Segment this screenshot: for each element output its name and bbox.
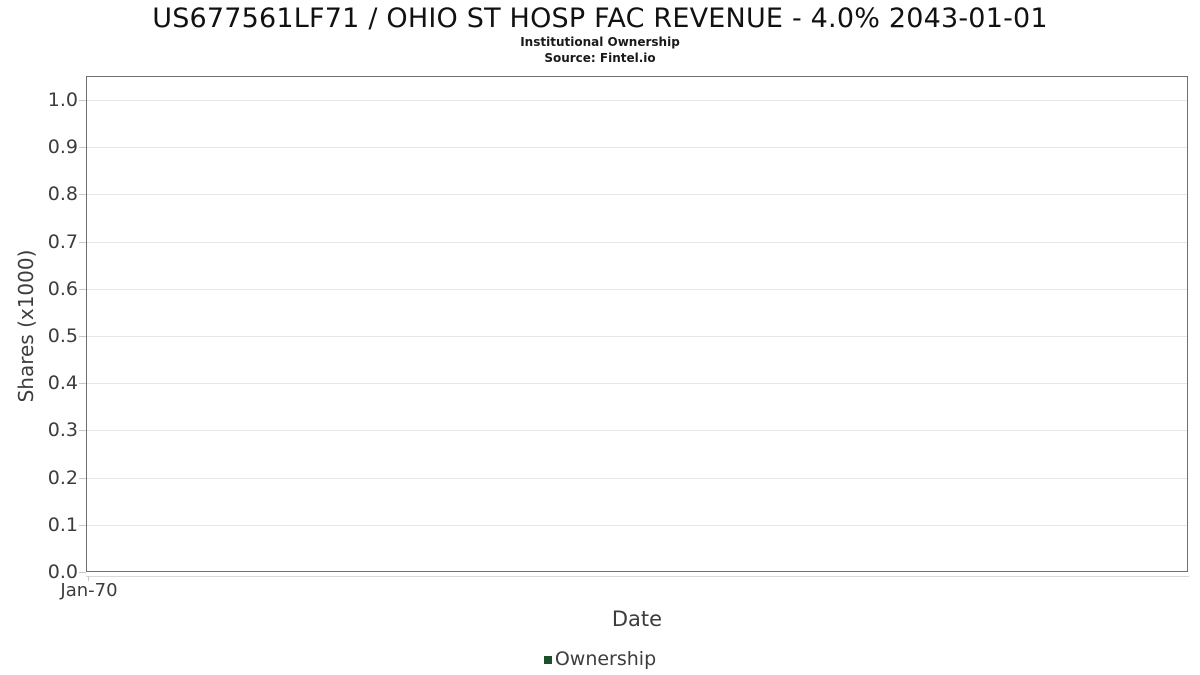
gridline — [87, 524, 1187, 526]
y-tick-mark — [79, 194, 86, 196]
y-tick-mark — [79, 241, 86, 243]
y-tick-label: 0.6 — [47, 277, 78, 300]
plot-area — [86, 76, 1188, 572]
legend-square-icon — [543, 655, 552, 664]
gridline — [87, 336, 1187, 338]
legend-label: Ownership — [554, 648, 657, 670]
y-tick-label: 0.3 — [47, 419, 78, 442]
legend: Ownership — [0, 646, 1200, 672]
y-tick-mark — [79, 147, 86, 149]
chart-title: US677561LF71 / OHIO ST HOSP FAC REVENUE … — [152, 3, 1048, 34]
x-axis-label: Date — [611, 607, 663, 631]
y-tick-label: 0.1 — [47, 513, 78, 536]
gridline — [87, 241, 1187, 243]
y-tick-label: 0.5 — [47, 325, 78, 348]
y-tick-mark — [79, 572, 86, 573]
y-tick-label: 1.0 — [47, 89, 78, 112]
gridline — [87, 383, 1187, 385]
gridline — [87, 100, 1187, 102]
y-tick-mark — [79, 383, 86, 385]
y-tick-label: 0.0 — [47, 561, 78, 583]
y-tick-mark — [79, 430, 86, 432]
gridline — [87, 194, 1187, 196]
y-tick-label: 0.4 — [47, 372, 78, 395]
x-axis-line — [86, 576, 1189, 577]
gridline — [87, 147, 1187, 149]
x-tick-mark — [88, 576, 89, 581]
chart-subtitle: Institutional Ownership — [520, 35, 680, 49]
gridline — [87, 477, 1187, 479]
chart-source-attribution: Source: Fintel.io — [544, 51, 656, 65]
y-tick-label: 0.9 — [47, 136, 78, 159]
y-tick-mark — [79, 336, 86, 338]
gridline — [87, 288, 1187, 290]
y-tick-mark — [79, 288, 86, 290]
x-tick-label: Jan-70 — [60, 580, 118, 601]
y-tick-mark — [79, 100, 86, 102]
y-tick-mark — [79, 477, 86, 479]
y-tick-label: 0.2 — [47, 466, 78, 489]
gridline — [87, 430, 1187, 432]
y-tick-mark — [79, 524, 86, 526]
y-tick-label: 0.7 — [47, 230, 78, 253]
y-tick-label: 0.8 — [47, 183, 78, 206]
